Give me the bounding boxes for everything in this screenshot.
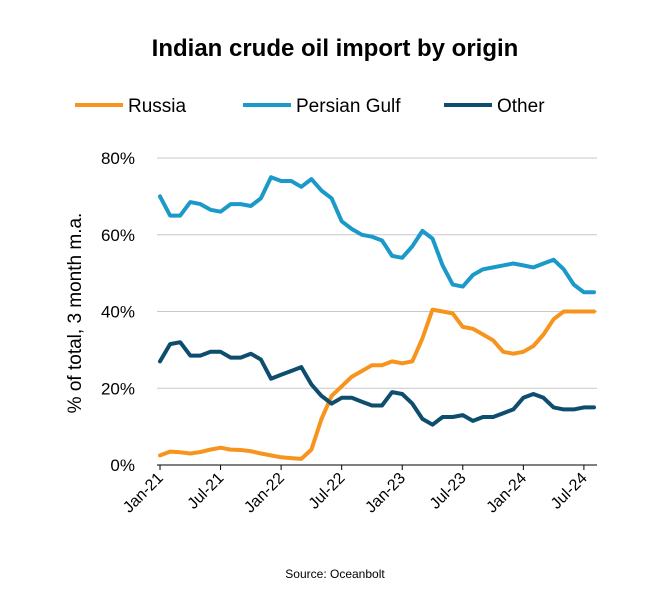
x-tick-label: Jan-22 xyxy=(241,470,288,517)
y-tick-label: 20% xyxy=(101,379,135,398)
legend-label-other: Other xyxy=(497,96,545,117)
x-tick-label: Jul-21 xyxy=(185,470,228,513)
y-axis-ticks: 0% 20% 40% 60% 80% xyxy=(101,149,135,475)
series-line-russia xyxy=(158,307,596,461)
x-tick-label: Jul-24 xyxy=(548,470,591,513)
series-line-persian-gulf xyxy=(158,175,596,295)
source-note: Source: Oceanbolt xyxy=(285,567,385,581)
legend: Russia Persian Gulf Other xyxy=(75,96,545,117)
x-tick-label: Jan-24 xyxy=(484,470,531,517)
legend-label-russia: Russia xyxy=(128,96,187,117)
series-line-other xyxy=(158,340,596,427)
y-tick-label: 40% xyxy=(101,303,135,322)
x-axis-ticks: Jan-21 Jul-21 Jan-22 Jul-22 Jan-23 Jul-23 Jan-… xyxy=(120,465,591,516)
x-tick-label: Jul-23 xyxy=(427,470,470,513)
series-lines xyxy=(158,175,596,461)
y-tick-label: 80% xyxy=(101,149,135,168)
x-tick-label: Jan-23 xyxy=(362,470,409,517)
chart-title: Indian crude oil import by origin xyxy=(152,35,519,62)
x-tick-label: Jul-22 xyxy=(306,470,349,513)
legend-label-persian-gulf: Persian Gulf xyxy=(296,96,401,117)
gridlines xyxy=(157,157,597,389)
x-tick-label: Jan-21 xyxy=(120,470,167,517)
y-tick-label: 60% xyxy=(101,226,135,245)
y-axis-label: % of total, 3 month m.a. xyxy=(65,213,86,414)
y-tick-label: 0% xyxy=(110,456,135,475)
